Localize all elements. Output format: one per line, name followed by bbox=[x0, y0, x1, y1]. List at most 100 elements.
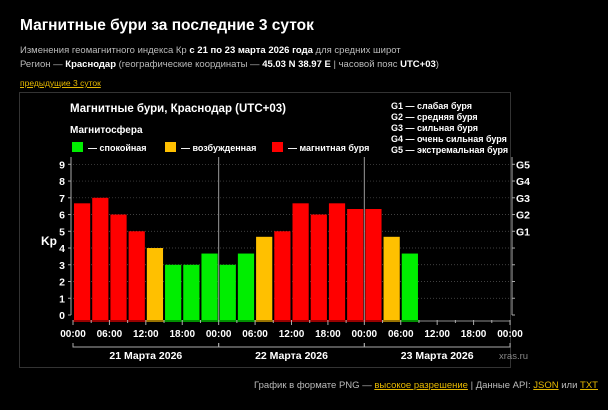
x-tick-label: 00:00 bbox=[497, 329, 523, 340]
status-strip-segment bbox=[73, 320, 92, 322]
legend-label: — возбужденная bbox=[181, 143, 256, 153]
status-strip-segment bbox=[418, 320, 438, 322]
day-label: 21 Марта 2026 bbox=[109, 350, 182, 362]
y-tick-label: 7 bbox=[59, 193, 65, 205]
footer-sep: | Данные API: bbox=[467, 380, 534, 391]
json-link[interactable]: JSON bbox=[533, 380, 559, 391]
kp-bar bbox=[365, 209, 382, 320]
legend-label: — спокойная bbox=[88, 143, 147, 153]
status-strip-segment bbox=[236, 320, 256, 322]
status-strip-segment bbox=[255, 320, 274, 322]
g-tick-label: G5 bbox=[516, 159, 530, 171]
g-scale-legend-item: G2 — средняя буря bbox=[391, 112, 478, 122]
x-tick-label: 00:00 bbox=[60, 329, 86, 340]
x-tick-label: 00:00 bbox=[352, 329, 378, 340]
kp-bar bbox=[92, 197, 109, 320]
region-mid2: | часовой пояс bbox=[330, 59, 401, 70]
kp-bar bbox=[347, 209, 364, 320]
kp-bar bbox=[401, 253, 418, 320]
x-tick-label: 12:00 bbox=[424, 329, 450, 340]
status-strip-segment bbox=[182, 320, 201, 322]
x-tick-label: 06:00 bbox=[97, 329, 123, 340]
chart-frame bbox=[19, 92, 511, 368]
status-strip-segment bbox=[145, 320, 165, 322]
kp-bar bbox=[219, 264, 236, 320]
region-name: Краснодар bbox=[65, 59, 116, 70]
g-tick-label: G3 bbox=[516, 193, 530, 205]
kp-bar bbox=[110, 214, 127, 320]
status-strip-segment bbox=[327, 320, 347, 322]
status-strip-segment bbox=[109, 320, 128, 322]
region-post: ) bbox=[435, 59, 439, 70]
kp-bar bbox=[310, 214, 327, 320]
status-strip-segment bbox=[364, 320, 383, 322]
footer-pre: График в формате PNG — bbox=[254, 380, 375, 391]
page-title: Магнитные бури за последние 3 суток bbox=[20, 17, 314, 34]
x-tick-label: 06:00 bbox=[242, 329, 268, 340]
status-strip-segment bbox=[473, 320, 492, 322]
status-strip-segment bbox=[218, 320, 237, 322]
txt-link[interactable]: TXT bbox=[580, 380, 598, 391]
day-bracket bbox=[218, 343, 365, 348]
kp-bar bbox=[183, 264, 200, 320]
x-tick-label: 12:00 bbox=[279, 329, 305, 340]
kp-bar bbox=[165, 264, 182, 320]
region-line: Регион — Краснодар (географические коорд… bbox=[20, 59, 439, 70]
x-tick-label: 18:00 bbox=[461, 329, 487, 340]
kp-bar bbox=[383, 236, 400, 320]
kp-bar bbox=[201, 253, 218, 320]
y-axis-label: Kp bbox=[41, 234, 57, 248]
day-bracket bbox=[72, 343, 220, 348]
kp-bar bbox=[74, 203, 91, 320]
kp-bar bbox=[256, 236, 273, 320]
status-strip-segment bbox=[346, 320, 365, 322]
legend-title: Магнитосфера bbox=[70, 124, 143, 136]
status-strip-segment bbox=[382, 320, 401, 322]
region-mid: (географические координаты — bbox=[116, 59, 263, 70]
g-tick-label: G4 bbox=[516, 176, 530, 188]
status-strip-segment bbox=[164, 320, 183, 322]
day-bracket bbox=[363, 343, 511, 348]
legend-label: — магнитная буря bbox=[288, 143, 369, 153]
y-tick-label: 0 bbox=[59, 310, 65, 322]
watermark: xras.ru bbox=[499, 351, 528, 362]
status-strip-segment bbox=[200, 320, 219, 322]
g-scale-legend-item: G1 — слабая буря bbox=[391, 101, 472, 111]
status-strip-segment bbox=[455, 320, 474, 322]
y-tick-label: 1 bbox=[59, 293, 65, 305]
kp-bar bbox=[128, 231, 145, 320]
kp-bar bbox=[237, 253, 255, 320]
coordinates: 45.03 N 38.97 E bbox=[262, 59, 331, 70]
g-scale-legend-item: G4 — очень сильная буря bbox=[391, 134, 507, 144]
y-tick-label: 8 bbox=[59, 176, 65, 188]
subtitle-pre: Изменения геомагнитного индекса Кр bbox=[20, 45, 190, 56]
legend-swatch bbox=[165, 142, 176, 152]
y-tick-label: 2 bbox=[59, 277, 65, 289]
status-strip-segment bbox=[437, 320, 456, 322]
y-tick-label: 4 bbox=[59, 243, 65, 255]
x-tick-label: 06:00 bbox=[388, 329, 414, 340]
status-strip-segment bbox=[309, 320, 328, 322]
g-scale-legend-item: G5 — экстремальная буря bbox=[391, 145, 508, 155]
subtitle-post: для средних широт bbox=[312, 45, 401, 56]
x-tick-label: 18:00 bbox=[169, 329, 195, 340]
y-tick-label: 9 bbox=[59, 159, 65, 171]
status-strip-segment bbox=[400, 320, 419, 322]
subtitle: Изменения геомагнитного индекса Кр с 21 … bbox=[20, 45, 401, 56]
day-label: 22 Марта 2026 bbox=[255, 350, 328, 362]
x-tick-label: 18:00 bbox=[315, 329, 341, 340]
status-strip-segment bbox=[491, 320, 510, 322]
legend-swatch bbox=[72, 142, 83, 152]
day-label: 23 Марта 2026 bbox=[401, 350, 474, 362]
status-strip-segment bbox=[273, 320, 292, 322]
previous-3-days-link[interactable]: предыдущие 3 суток bbox=[20, 78, 101, 88]
footer: График в формате PNG — высокое разрешени… bbox=[254, 380, 598, 391]
kp-bar bbox=[328, 203, 346, 320]
kp-bar bbox=[292, 203, 309, 320]
g-tick-label: G2 bbox=[516, 210, 530, 222]
y-tick-label: 5 bbox=[59, 226, 65, 238]
g-tick-label: G1 bbox=[516, 226, 530, 238]
y-tick-label: 6 bbox=[59, 210, 65, 222]
hires-link[interactable]: высокое разрешение bbox=[374, 380, 468, 391]
